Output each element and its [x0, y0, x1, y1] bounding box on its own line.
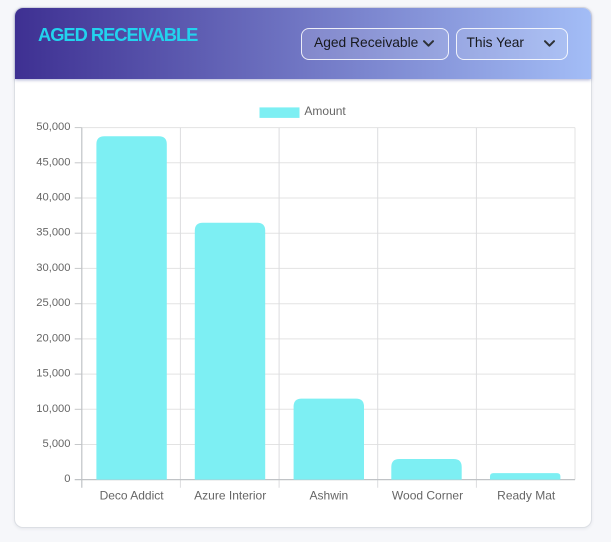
svg-text:35,000: 35,000: [36, 227, 70, 239]
svg-text:Ready Mat: Ready Mat: [497, 488, 556, 502]
svg-text:15,000: 15,000: [36, 368, 70, 380]
svg-text:Wood Corner: Wood Corner: [392, 488, 463, 502]
svg-text:0: 0: [64, 473, 70, 485]
svg-text:Amount: Amount: [304, 104, 346, 118]
svg-text:Azure Interior: Azure Interior: [194, 488, 266, 502]
svg-text:30,000: 30,000: [36, 262, 70, 274]
svg-text:50,000: 50,000: [36, 121, 70, 133]
svg-text:Deco Addict: Deco Addict: [100, 488, 165, 502]
svg-text:Ashwin: Ashwin: [310, 488, 349, 502]
svg-text:40,000: 40,000: [36, 192, 70, 204]
svg-text:45,000: 45,000: [36, 156, 70, 168]
svg-text:5,000: 5,000: [43, 438, 71, 450]
svg-text:20,000: 20,000: [36, 332, 70, 344]
svg-text:10,000: 10,000: [36, 403, 70, 415]
svg-text:25,000: 25,000: [36, 297, 70, 309]
